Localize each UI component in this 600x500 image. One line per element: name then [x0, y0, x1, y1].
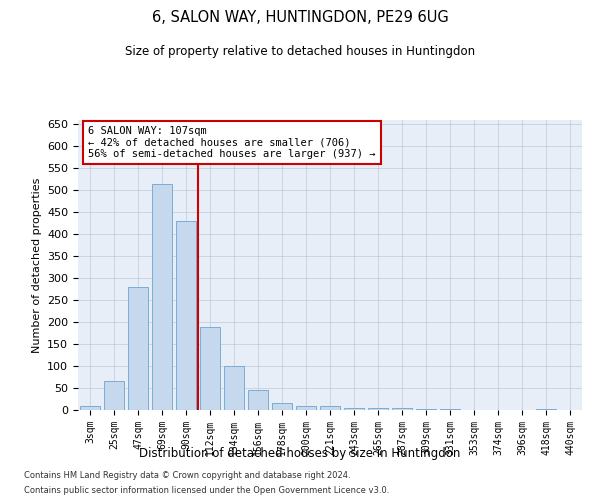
Bar: [248, 390, 268, 410]
Bar: [440, 408, 460, 410]
Text: Contains public sector information licensed under the Open Government Licence v3: Contains public sector information licen…: [24, 486, 389, 495]
Text: 6, SALON WAY, HUNTINGDON, PE29 6UG: 6, SALON WAY, HUNTINGDON, PE29 6UG: [152, 10, 448, 25]
Text: Size of property relative to detached houses in Huntingdon: Size of property relative to detached ho…: [125, 45, 475, 58]
Bar: [416, 408, 436, 410]
Text: Distribution of detached houses by size in Huntingdon: Distribution of detached houses by size …: [139, 448, 461, 460]
Text: 6 SALON WAY: 107sqm
← 42% of detached houses are smaller (706)
56% of semi-detac: 6 SALON WAY: 107sqm ← 42% of detached ho…: [88, 126, 376, 159]
Bar: [392, 408, 412, 410]
Bar: [272, 404, 292, 410]
Bar: [80, 406, 100, 410]
Bar: [536, 408, 556, 410]
Bar: [296, 406, 316, 410]
Bar: [368, 408, 388, 410]
Bar: [128, 287, 148, 410]
Bar: [152, 184, 172, 410]
Bar: [200, 326, 220, 410]
Bar: [176, 221, 196, 410]
Bar: [344, 408, 364, 410]
Bar: [104, 382, 124, 410]
Y-axis label: Number of detached properties: Number of detached properties: [32, 178, 41, 352]
Text: Contains HM Land Registry data © Crown copyright and database right 2024.: Contains HM Land Registry data © Crown c…: [24, 471, 350, 480]
Bar: [320, 406, 340, 410]
Bar: [224, 366, 244, 410]
